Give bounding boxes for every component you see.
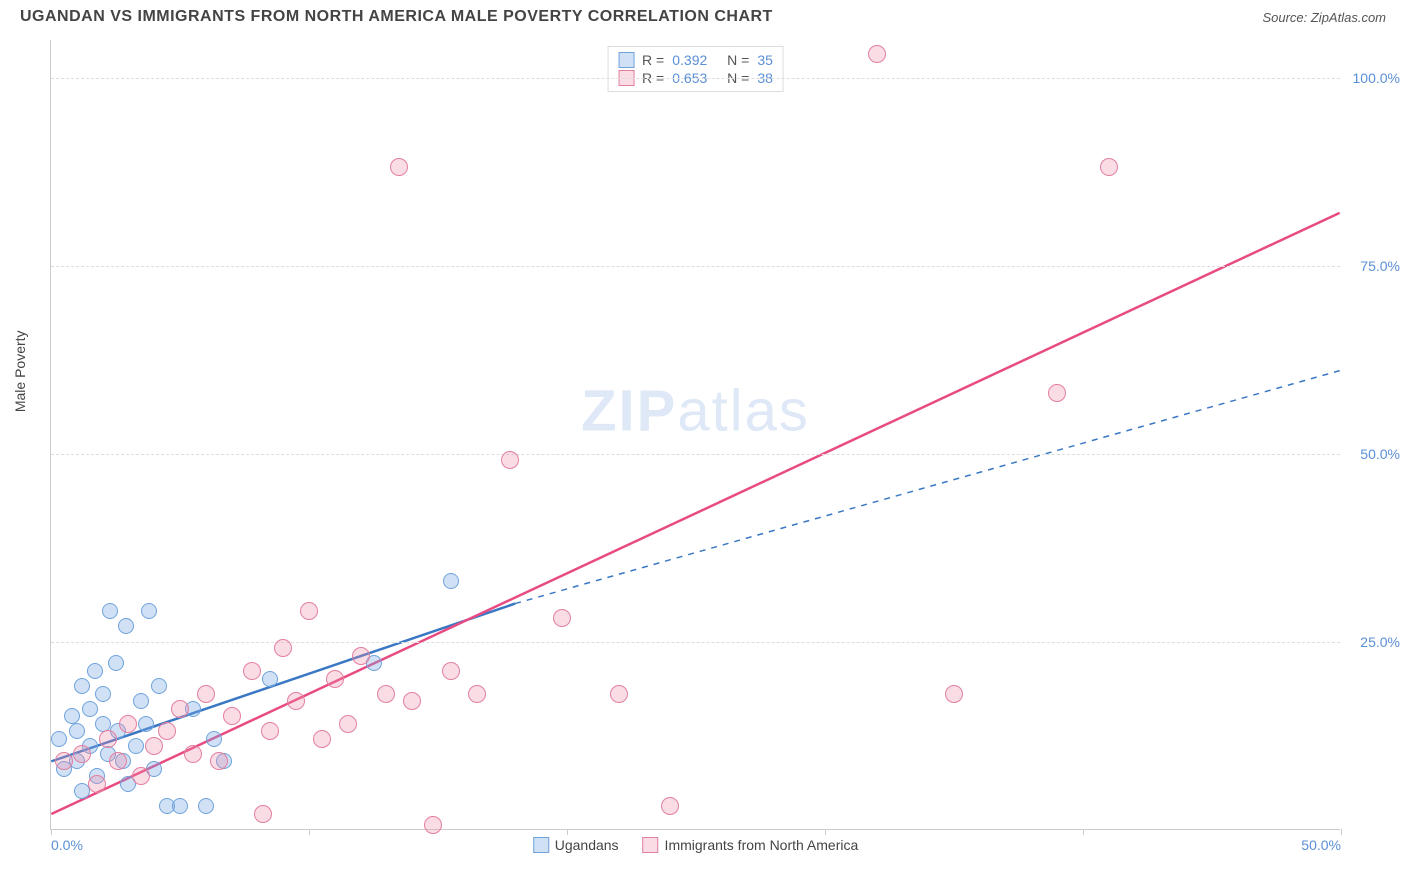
y-tick-label: 75.0% [1360,258,1400,274]
data-point-immigrants [287,692,305,710]
chart-source: Source: ZipAtlas.com [1262,10,1386,25]
chart-container: Male Poverty ZIPatlas R = 0.392 N = 35 R… [50,40,1386,850]
data-point-immigrants [223,707,241,725]
y-axis-label: Male Poverty [12,330,28,412]
data-point-immigrants [210,752,228,770]
data-point-immigrants [274,639,292,657]
data-point-immigrants [261,722,279,740]
data-point-ugandans [198,798,214,814]
data-point-immigrants [254,805,272,823]
gridline-h [51,642,1340,643]
swatch-series-0 [533,837,549,853]
data-point-immigrants [468,685,486,703]
data-point-immigrants [243,662,261,680]
x-tick-label: 50.0% [1301,837,1341,853]
data-point-immigrants [313,730,331,748]
data-point-ugandans [133,693,149,709]
data-point-immigrants [403,692,421,710]
x-tick [567,829,568,835]
data-point-immigrants [553,609,571,627]
data-point-ugandans [74,783,90,799]
data-point-immigrants [73,745,91,763]
gridline-h [51,78,1340,79]
data-point-immigrants [501,451,519,469]
data-point-ugandans [95,686,111,702]
gridline-h [51,266,1340,267]
data-point-ugandans [87,663,103,679]
data-point-immigrants [197,685,215,703]
data-point-ugandans [141,603,157,619]
data-point-ugandans [118,618,134,634]
data-point-immigrants [132,767,150,785]
data-point-immigrants [326,670,344,688]
trend-lines [51,40,1340,829]
data-point-immigrants [88,775,106,793]
data-point-immigrants [352,647,370,665]
watermark: ZIPatlas [581,377,810,444]
x-tick [309,829,310,835]
legend-item: Ugandans [533,837,619,853]
data-point-ugandans [102,603,118,619]
legend-series: Ugandans Immigrants from North America [533,837,859,853]
x-tick [1341,829,1342,835]
data-point-immigrants [119,715,137,733]
chart-header: UGANDAN VS IMMIGRANTS FROM NORTH AMERICA… [0,0,1406,30]
legend-stats-row: R = 0.392 N = 35 [618,51,773,69]
gridline-h [51,454,1340,455]
data-point-immigrants [1100,158,1118,176]
data-point-immigrants [868,45,886,63]
y-tick-label: 25.0% [1360,634,1400,650]
data-point-ugandans [262,671,278,687]
plot-area: ZIPatlas R = 0.392 N = 35 R = 0.653 N = … [50,40,1340,830]
data-point-immigrants [945,685,963,703]
data-point-immigrants [145,737,163,755]
data-point-immigrants [171,700,189,718]
data-point-immigrants [377,685,395,703]
data-point-immigrants [1048,384,1066,402]
y-tick-label: 50.0% [1360,446,1400,462]
data-point-immigrants [300,602,318,620]
data-point-ugandans [69,723,85,739]
chart-title: UGANDAN VS IMMIGRANTS FROM NORTH AMERICA… [20,8,773,26]
data-point-immigrants [610,685,628,703]
data-point-ugandans [138,716,154,732]
data-point-immigrants [109,752,127,770]
data-point-ugandans [128,738,144,754]
data-point-immigrants [158,722,176,740]
legend-item: Immigrants from North America [643,837,859,853]
x-tick [1083,829,1084,835]
data-point-ugandans [74,678,90,694]
legend-stats: R = 0.392 N = 35 R = 0.653 N = 38 [607,46,784,92]
data-point-immigrants [661,797,679,815]
data-point-ugandans [172,798,188,814]
data-point-ugandans [206,731,222,747]
x-tick [825,829,826,835]
data-point-ugandans [443,573,459,589]
data-point-ugandans [51,731,67,747]
data-point-immigrants [442,662,460,680]
swatch-series-1 [643,837,659,853]
data-point-immigrants [339,715,357,733]
data-point-ugandans [82,701,98,717]
data-point-ugandans [151,678,167,694]
data-point-ugandans [108,655,124,671]
data-point-ugandans [64,708,80,724]
data-point-immigrants [424,816,442,834]
data-point-immigrants [99,730,117,748]
y-tick-label: 100.0% [1353,70,1400,86]
swatch-series-0 [618,52,634,68]
data-point-immigrants [184,745,202,763]
x-tick-label: 0.0% [51,837,83,853]
data-point-immigrants [390,158,408,176]
x-tick [51,829,52,835]
data-point-immigrants [55,752,73,770]
